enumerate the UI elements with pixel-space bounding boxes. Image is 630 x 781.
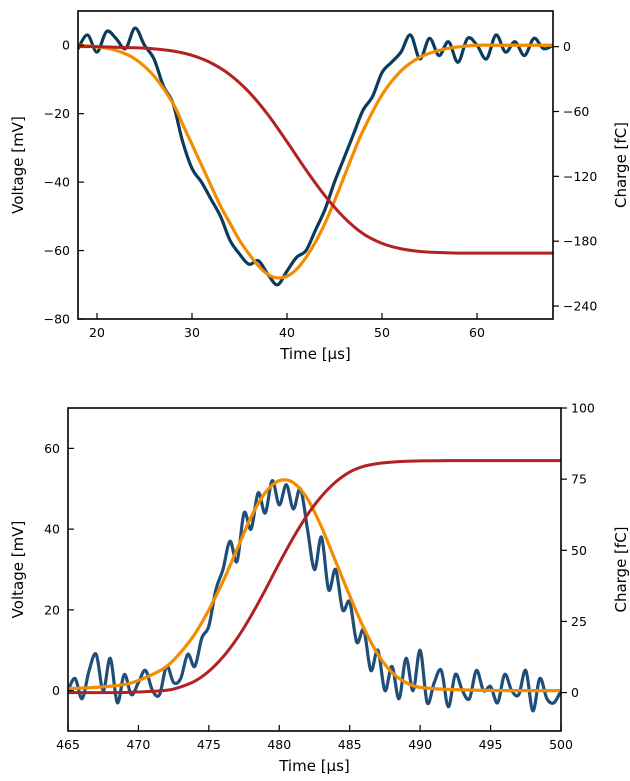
series-group [78,26,553,287]
y2-tick-label: 100 [571,401,595,416]
x-tick-label: 470 [126,737,150,752]
x-tick-label: 490 [408,737,432,752]
series-group [68,459,561,713]
y2-tick-label: 0 [571,685,579,700]
chart-panel-1: 20 30 40 50 60 0 −20 −40 −60 −80 0 −60 −120 −180 −240 T… [9,10,630,363]
y-axis-label: Voltage [mV] [9,116,27,214]
signal-series-line [68,479,561,713]
y2-axis-label: Charge [fC] [612,122,630,208]
signal-series-line [78,26,553,287]
y-tick-label: 20 [44,602,60,617]
y2-tick-label: 0 [563,39,571,54]
x-tick-label: 465 [56,737,80,752]
x-tick-label: 495 [479,737,503,752]
x-axis-label: Time [µs] [279,345,351,363]
y-tick-label: 40 [44,522,60,537]
charge-series-line [78,45,553,255]
x-tick-label: 500 [549,737,573,752]
y2-axis-label: Charge [fC] [612,526,630,612]
y2-tick-label: 75 [571,472,587,487]
y2-tick-label: −120 [563,169,597,184]
y-tick-label: −80 [44,312,70,327]
x-tick-label: 50 [374,325,390,340]
charge-series-line [68,459,561,695]
plot-frame [67,407,562,732]
x-tick-label: 30 [184,325,200,340]
y-tick-label: −40 [44,175,70,190]
y-tick-label: −20 [44,106,70,121]
x-tick-label: 485 [338,737,362,752]
y2-tick-label: −240 [563,299,597,314]
fit-series-line [68,478,561,693]
y2-tick-label: 25 [571,614,587,629]
x-axis-label: Time [µs] [278,757,350,775]
y-tick-label: −60 [44,243,70,258]
x-tick-label: 40 [279,325,295,340]
x-tick-label: 475 [197,737,221,752]
y-tick-label: 0 [62,38,70,53]
fit-series-line [78,43,553,280]
x-tick-label: 60 [469,325,485,340]
y-tick-label: 0 [52,683,60,698]
x-tick-label: 20 [89,325,105,340]
y2-tick-label: 50 [571,543,587,558]
y-axis-label: Voltage [mV] [9,521,27,619]
x-tick-label: 480 [267,737,291,752]
y2-tick-label: −60 [563,104,589,119]
y-tick-label: 60 [44,441,60,456]
chart-panel-2: 465 470 475 480 485 490 495 500 0 20 40 60 0 25 50 75 10… [9,401,630,776]
y2-tick-label: −180 [563,234,597,249]
plot-frame [77,10,554,320]
